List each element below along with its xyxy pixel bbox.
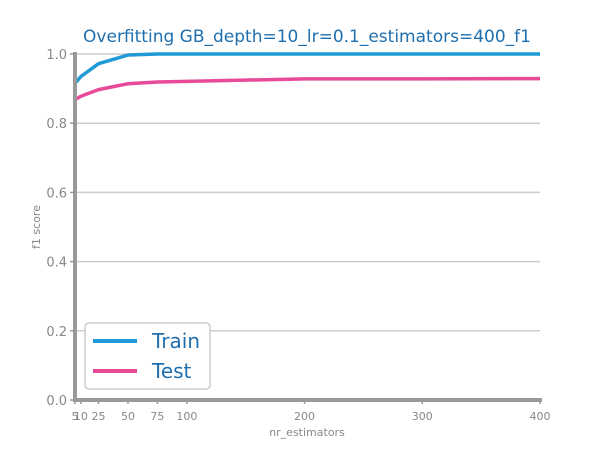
series-line-test bbox=[74, 76, 541, 102]
x-tick-label: 100 bbox=[176, 410, 197, 423]
series-layer bbox=[73, 52, 541, 102]
y-tick-label: 1.0 bbox=[46, 48, 67, 63]
x-tick-label: 50 bbox=[121, 410, 135, 423]
legend-label-test: Test bbox=[151, 359, 192, 383]
y-tick-label: 0.8 bbox=[46, 117, 67, 132]
y-tick-labels: 0.0 0.2 0.4 0.6 0.8 1.0 bbox=[46, 48, 75, 409]
x-axis-label: nr_estimators bbox=[269, 426, 345, 439]
x-tick-label: 25 bbox=[92, 410, 106, 423]
axes bbox=[73, 52, 542, 402]
y-tick-label: 0.2 bbox=[46, 325, 67, 340]
grid-lines bbox=[75, 53, 540, 332]
y-tick-label: 0.6 bbox=[46, 186, 67, 201]
x-tick-label: 400 bbox=[530, 410, 551, 423]
legend-label-train: Train bbox=[151, 329, 200, 353]
series-line-train bbox=[73, 52, 540, 85]
x-tick-labels: 510 25 50 75 100 200 300 400 bbox=[72, 400, 551, 423]
x-tick-label: 5 bbox=[72, 410, 79, 423]
x-tick-label: 300 bbox=[412, 410, 433, 423]
y-axis-label: f1 score bbox=[30, 205, 43, 249]
chart-title: Overfitting GB_depth=10_lr=0.1_estimator… bbox=[83, 27, 531, 47]
x-tick-label: 10 bbox=[74, 410, 88, 423]
x-tick-label: 200 bbox=[294, 410, 315, 423]
y-tick-label: 0.0 bbox=[46, 394, 67, 409]
x-tick-label: 75 bbox=[150, 410, 164, 423]
legend: Train Test bbox=[84, 322, 211, 390]
y-tick-label: 0.4 bbox=[46, 256, 67, 271]
